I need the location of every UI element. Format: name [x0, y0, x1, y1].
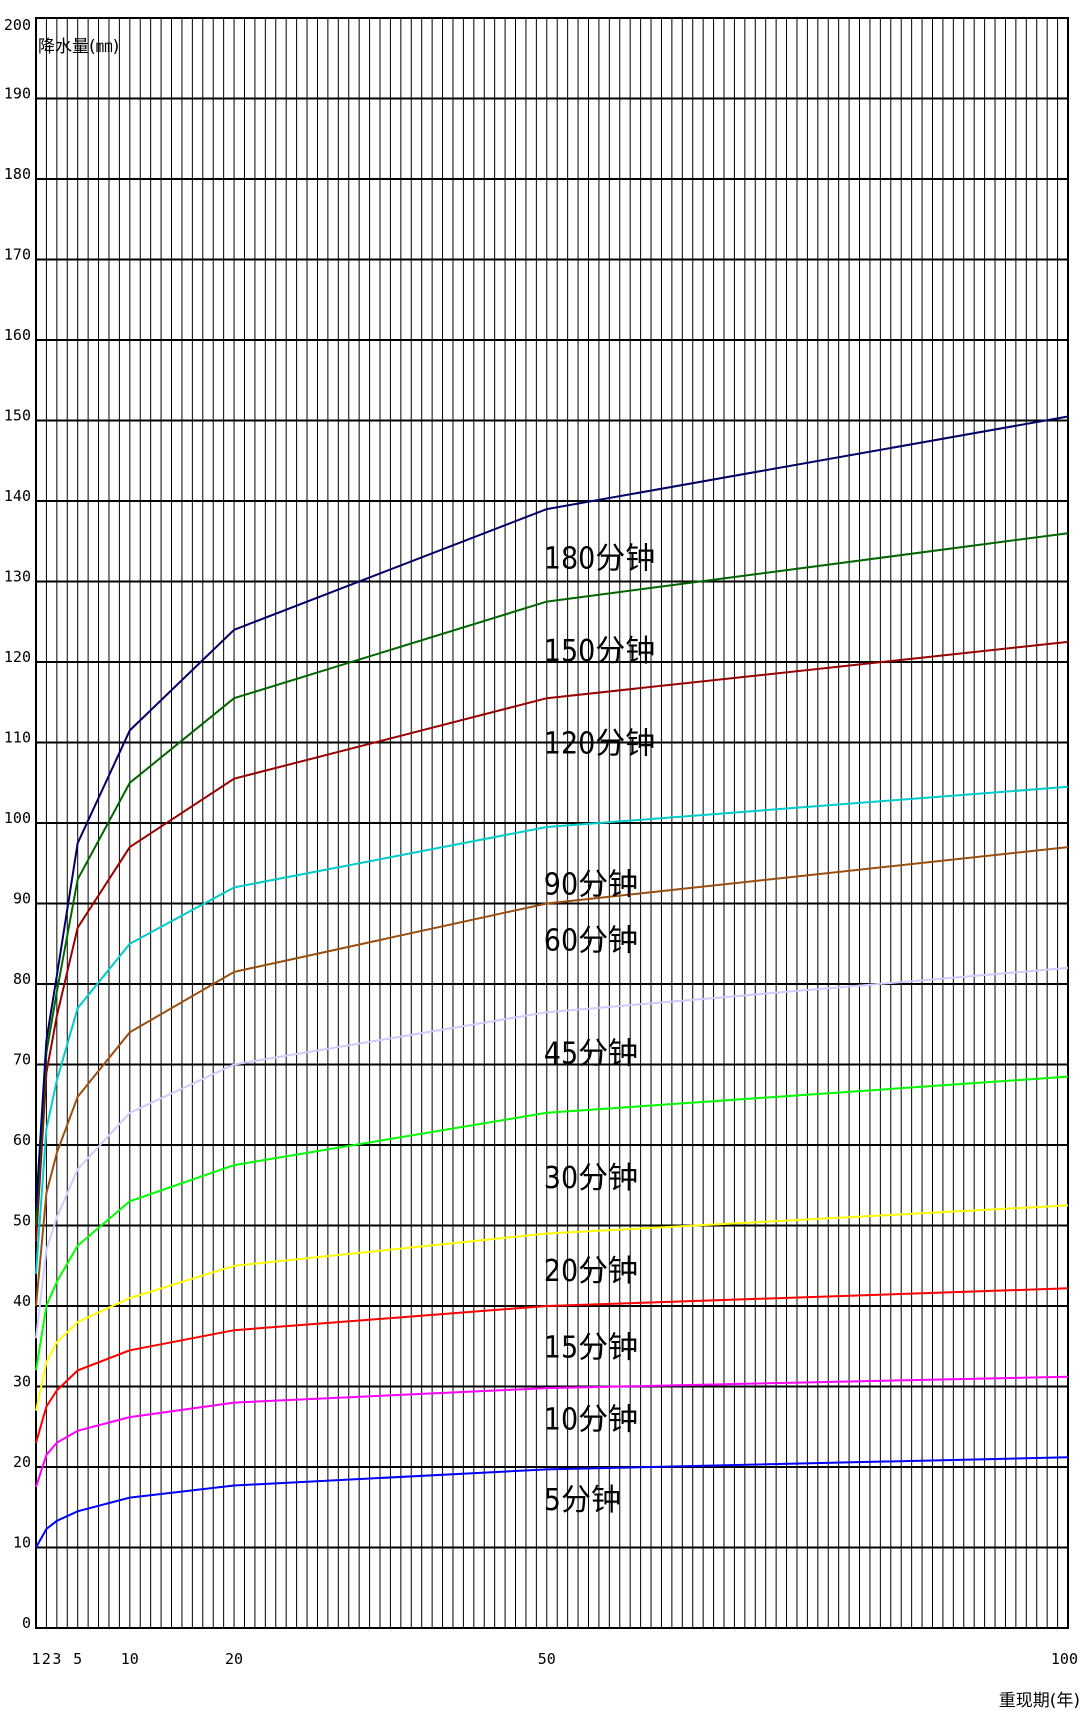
- x-tick-label: 5: [73, 1650, 82, 1668]
- series-labels: 5分钟 10分钟 15分钟 20分钟 30分钟 45分钟 60分钟 90分钟 120分钟 150分…: [544, 541, 656, 1518]
- series-line: [35, 415, 1069, 1210]
- y-tick-label: 40: [13, 1292, 31, 1310]
- plot-frame: [35, 17, 1069, 1629]
- y-tick-label: 20: [13, 1453, 31, 1471]
- y-tick-label: 190: [4, 85, 31, 103]
- x-axis-label: 重现期(年): [999, 1691, 1080, 1711]
- series-lines: [35, 415, 1069, 1548]
- y-tick-label: 130: [4, 568, 31, 586]
- x-tick-label: 100: [1051, 1650, 1078, 1668]
- y-tick-label: 200: [4, 16, 31, 34]
- y-tick-label: 150: [4, 407, 31, 425]
- y-tick-label: 50: [13, 1212, 31, 1230]
- y-tick-label: 70: [13, 1051, 31, 1069]
- series-line: [35, 1287, 1069, 1444]
- x-tick-label: 3: [52, 1650, 61, 1668]
- series-label: 180分钟: [544, 541, 656, 576]
- series-line: [35, 966, 1069, 1339]
- y-tick-label: 110: [4, 729, 31, 747]
- y-axis-label: 降水量(㎜): [38, 37, 119, 57]
- x-tick-labels: 1 2 3 5 10 20 50 100: [31, 1650, 1078, 1668]
- series-line: [35, 1375, 1069, 1488]
- x-tick-label: 20: [225, 1650, 243, 1668]
- y-tick-label: 100: [4, 809, 31, 827]
- x-tick-label: 2: [42, 1650, 51, 1668]
- y-tick-label: 180: [4, 165, 31, 183]
- x-tick-label: 10: [121, 1650, 139, 1668]
- y-tick-label: 90: [13, 890, 31, 908]
- y-tick-label: 160: [4, 326, 31, 344]
- series-line: [35, 1204, 1069, 1411]
- series-label: 10分钟: [544, 1403, 638, 1438]
- series-label: 15分钟: [544, 1330, 638, 1365]
- series-line: [35, 1075, 1069, 1371]
- y-tick-labels: 0 10 20 30 40 50 60 70 80 90 100 110 120 130 140 150 160…: [4, 16, 31, 1632]
- series-line: [35, 785, 1069, 1274]
- series-label: 30分钟: [544, 1161, 638, 1196]
- y-tick-label: 120: [4, 648, 31, 666]
- series-line: [35, 846, 1069, 1307]
- series-label: 45分钟: [544, 1036, 638, 1071]
- series-label: 60分钟: [544, 924, 638, 959]
- y-tick-label: 60: [13, 1131, 31, 1149]
- y-tick-label: 0: [22, 1614, 31, 1632]
- x-tick-label: 50: [538, 1650, 556, 1668]
- y-tick-label: 140: [4, 487, 31, 505]
- series-label: 120分钟: [544, 727, 656, 762]
- series-line: [35, 640, 1069, 1242]
- grid-major: [35, 17, 1069, 1629]
- series-line: [35, 532, 1069, 1226]
- series-label: 5分钟: [544, 1483, 621, 1518]
- x-tick-label: 1: [31, 1650, 40, 1668]
- series-label: 90分钟: [544, 867, 638, 902]
- y-tick-label: 170: [4, 246, 31, 264]
- series-label: 20分钟: [544, 1254, 638, 1289]
- y-tick-label: 10: [13, 1534, 31, 1552]
- y-tick-label: 30: [13, 1373, 31, 1391]
- y-tick-label: 80: [13, 970, 31, 988]
- series-line: [35, 1456, 1069, 1548]
- series-label: 150分钟: [544, 634, 656, 669]
